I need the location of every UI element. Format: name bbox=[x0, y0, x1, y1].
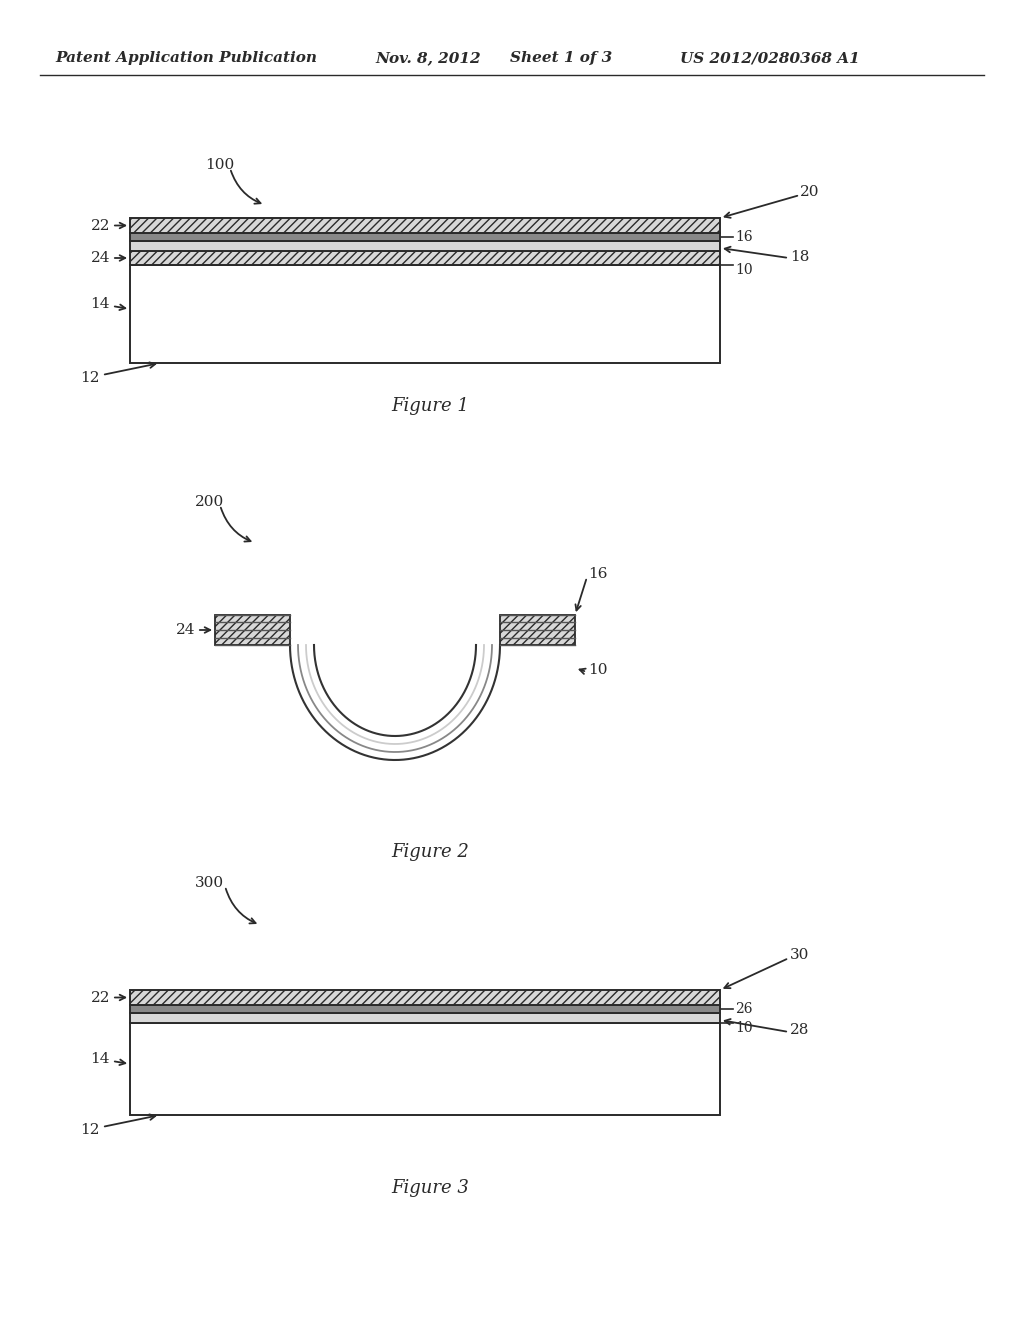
Text: Sheet 1 of 3: Sheet 1 of 3 bbox=[510, 51, 612, 65]
Text: 10: 10 bbox=[588, 663, 607, 677]
Bar bbox=[130, 265, 720, 363]
Text: Figure 2: Figure 2 bbox=[391, 843, 469, 861]
Text: 24: 24 bbox=[90, 251, 110, 265]
Text: 12: 12 bbox=[81, 1123, 100, 1137]
Bar bbox=[130, 1012, 720, 1023]
Text: Figure 3: Figure 3 bbox=[391, 1179, 469, 1197]
Bar bbox=[130, 242, 720, 251]
Text: 30: 30 bbox=[790, 948, 809, 962]
Text: 10: 10 bbox=[735, 263, 753, 277]
Text: Nov. 8, 2012: Nov. 8, 2012 bbox=[375, 51, 480, 65]
Text: Figure 1: Figure 1 bbox=[391, 397, 469, 414]
Text: 100: 100 bbox=[205, 158, 234, 172]
Text: 22: 22 bbox=[90, 990, 110, 1005]
Bar bbox=[215, 615, 290, 645]
Text: 14: 14 bbox=[90, 1052, 110, 1067]
Bar bbox=[130, 1005, 720, 1012]
Text: 14: 14 bbox=[90, 297, 110, 312]
Bar bbox=[130, 234, 720, 242]
Bar bbox=[130, 251, 720, 265]
Text: 18: 18 bbox=[790, 249, 809, 264]
Text: 16: 16 bbox=[735, 230, 753, 244]
Text: US 2012/0280368 A1: US 2012/0280368 A1 bbox=[680, 51, 860, 65]
Text: 24: 24 bbox=[175, 623, 195, 638]
Text: 12: 12 bbox=[81, 371, 100, 385]
Text: 10: 10 bbox=[735, 1020, 753, 1035]
Text: 28: 28 bbox=[790, 1023, 809, 1038]
Bar bbox=[130, 1023, 720, 1115]
Text: 300: 300 bbox=[195, 876, 224, 890]
Text: 20: 20 bbox=[800, 185, 819, 199]
Bar bbox=[130, 218, 720, 234]
Text: 26: 26 bbox=[735, 1002, 753, 1016]
Bar bbox=[500, 615, 575, 645]
Bar bbox=[130, 990, 720, 1005]
Text: 16: 16 bbox=[588, 568, 607, 581]
Text: 22: 22 bbox=[90, 219, 110, 232]
Text: 200: 200 bbox=[195, 495, 224, 510]
Text: Patent Application Publication: Patent Application Publication bbox=[55, 51, 317, 65]
